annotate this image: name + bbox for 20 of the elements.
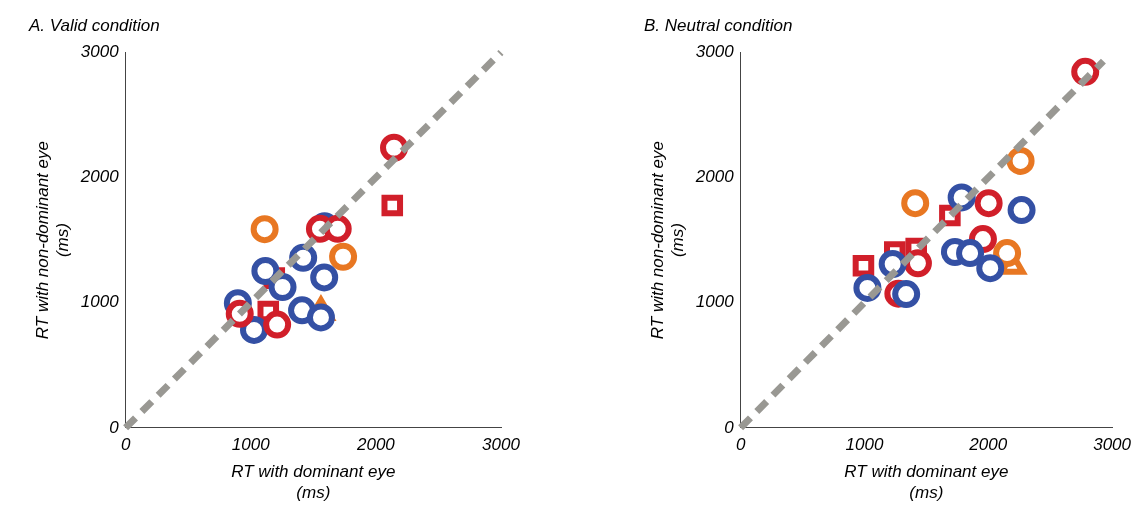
- x-tick-label: 3000: [482, 434, 521, 454]
- chart-title: A. Valid condition: [28, 15, 160, 35]
- y-tick-label: 2000: [79, 167, 120, 187]
- x-tick-label: 1000: [231, 434, 271, 454]
- x-axis-title: RT with dominant eye (ms): [231, 462, 396, 502]
- y-tick-label: 0: [109, 417, 120, 437]
- y-tick-label: 0: [724, 417, 735, 437]
- y-tick-label: 2000: [694, 167, 735, 187]
- y-tick-label: 1000: [695, 292, 735, 312]
- x-tick-label: 1000: [845, 434, 884, 454]
- y-tick-label: 3000: [695, 42, 735, 62]
- x-tick-label: 3000: [1093, 434, 1132, 454]
- x-tick-label: 2000: [355, 434, 396, 454]
- y-axis-title: RT with non-dominant eye (ms): [647, 141, 688, 340]
- x-tick-label: 2000: [968, 434, 1008, 454]
- y-tick-label: 3000: [80, 42, 120, 62]
- x-axis-title: RT with dominant eye (ms): [844, 462, 1009, 502]
- y-axis-title: RT with non-dominant eye (ms): [32, 141, 73, 340]
- chart-title: B. Neutral condition: [644, 15, 793, 35]
- y-tick-label: 1000: [80, 292, 120, 312]
